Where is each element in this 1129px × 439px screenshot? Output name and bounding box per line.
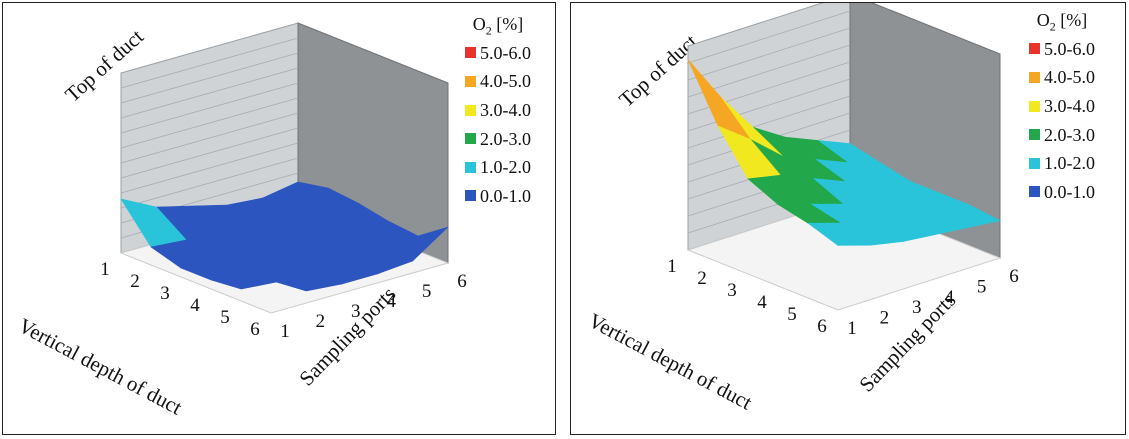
legend-item: 1.0-2.0 [465, 153, 531, 182]
surface-plot-right: Top of duct Vertical depth of duct Sampl… [585, 3, 1019, 415]
depth-tick-label: 4 [757, 292, 767, 313]
legend-label: 0.0-1.0 [1044, 181, 1095, 202]
port-tick-label: 6 [1009, 266, 1019, 287]
legend-swatch [465, 47, 476, 59]
legend-swatch [1029, 100, 1040, 112]
legend-item: 0.0-1.0 [1029, 178, 1095, 207]
wall-gridline [120, 157, 299, 209]
legend-item: 5.0-6.0 [1029, 35, 1095, 64]
legend-item: 4.0-5.0 [1029, 63, 1095, 92]
surface-plot-left: Top of duct Vertical depth of duct Sampl… [15, 22, 467, 420]
port-tick-label: 2 [880, 308, 890, 329]
legend-label: 3.0-4.0 [480, 100, 531, 121]
legend-item: 2.0-3.0 [1029, 120, 1095, 149]
port-tick-label: 5 [422, 281, 432, 302]
port-tick-label: 4 [944, 287, 954, 308]
legend-left: O2 [%] 5.0-6.0 4.0-5.0 3.0-4.0 2.0-3.0 1.0-2… [465, 15, 531, 210]
legend-label: 0.0-1.0 [480, 185, 531, 206]
port-tick-label: 3 [351, 301, 361, 322]
legend-title: O2 [%] [1036, 10, 1088, 34]
depth-tick-label: 3 [727, 280, 737, 301]
depth-tick-label: 2 [697, 268, 707, 289]
chart-panel-left: Top of duct Vertical depth of duct Sampl… [2, 2, 556, 435]
legend-swatch [465, 190, 476, 202]
wall-gridline [687, 44, 851, 98]
legend-label: 4.0-5.0 [1044, 67, 1095, 88]
legend-swatch [1029, 129, 1040, 141]
depth-tick-label: 5 [220, 307, 230, 328]
legend-title: O2 [%] [472, 14, 524, 38]
depth-tick-label: 6 [817, 316, 827, 337]
legend-label: 3.0-4.0 [1044, 96, 1095, 117]
wall-gridline [120, 52, 299, 104]
legend-item: 3.0-4.0 [1029, 92, 1095, 121]
wall-gridline [120, 142, 299, 194]
wall-gridline [120, 112, 299, 164]
legend-label: 2.0-3.0 [480, 128, 531, 149]
legend-label: 2.0-3.0 [1044, 124, 1095, 145]
legend-swatch [1029, 43, 1040, 55]
legend-swatch [465, 104, 476, 116]
legend-swatch [465, 133, 476, 145]
depth-axis-label: Vertical depth of duct [585, 308, 757, 414]
legend-label: 4.0-5.0 [480, 71, 531, 92]
wall-gridline [120, 67, 299, 119]
depth-tick-label: 3 [160, 283, 170, 304]
legend-label: 5.0-6.0 [1044, 38, 1095, 59]
legend-item: 2.0-3.0 [465, 124, 531, 153]
wall-gridline [687, 10, 851, 64]
legend-label: 5.0-6.0 [480, 42, 531, 63]
legend-label: 1.0-2.0 [1044, 153, 1095, 174]
wall-gridline [120, 127, 299, 179]
legend-item: 0.0-1.0 [465, 182, 531, 211]
port-tick-label: 6 [457, 271, 467, 292]
depth-tick-label: 6 [250, 319, 260, 340]
depth-axis-label: Vertical depth of duct [15, 313, 187, 419]
wall-gridline [120, 97, 299, 149]
legend-swatch [1029, 71, 1040, 83]
port-tick-label: 2 [316, 311, 326, 332]
port-tick-label: 1 [847, 318, 857, 339]
chart-panel-right: Top of duct Vertical depth of duct Sampl… [570, 2, 1126, 435]
legend-swatch [1029, 157, 1040, 169]
legend-swatch [465, 161, 476, 173]
legend-right: O2 [%] 5.0-6.0 4.0-5.0 3.0-4.0 2.0-3.0 1.0-2… [1029, 11, 1095, 206]
port-tick-label: 4 [386, 291, 396, 312]
wall-gridline [120, 82, 299, 134]
depth-tick-label: 5 [787, 304, 797, 325]
depth-tick-label: 1 [667, 256, 677, 277]
legend-label: 1.0-2.0 [480, 157, 531, 178]
legend-swatch [465, 75, 476, 87]
wall-gridline [687, 27, 851, 81]
depth-tick-label: 1 [100, 259, 110, 280]
depth-tick-label: 2 [130, 271, 140, 292]
legend-item: 1.0-2.0 [1029, 149, 1095, 178]
legend-swatch [1029, 186, 1040, 198]
wall-gridline [687, 78, 851, 132]
port-tick-label: 1 [280, 321, 290, 342]
surface-cell [240, 267, 307, 292]
legend-item: 5.0-6.0 [465, 39, 531, 68]
port-tick-label: 3 [912, 297, 922, 318]
legend-item: 3.0-4.0 [465, 96, 531, 125]
wall-gridline [120, 37, 299, 89]
depth-tick-label: 4 [190, 295, 200, 316]
wall-gridline [687, 95, 851, 149]
surface-cell [807, 222, 872, 246]
legend-item: 4.0-5.0 [465, 67, 531, 96]
port-tick-label: 5 [977, 276, 987, 297]
